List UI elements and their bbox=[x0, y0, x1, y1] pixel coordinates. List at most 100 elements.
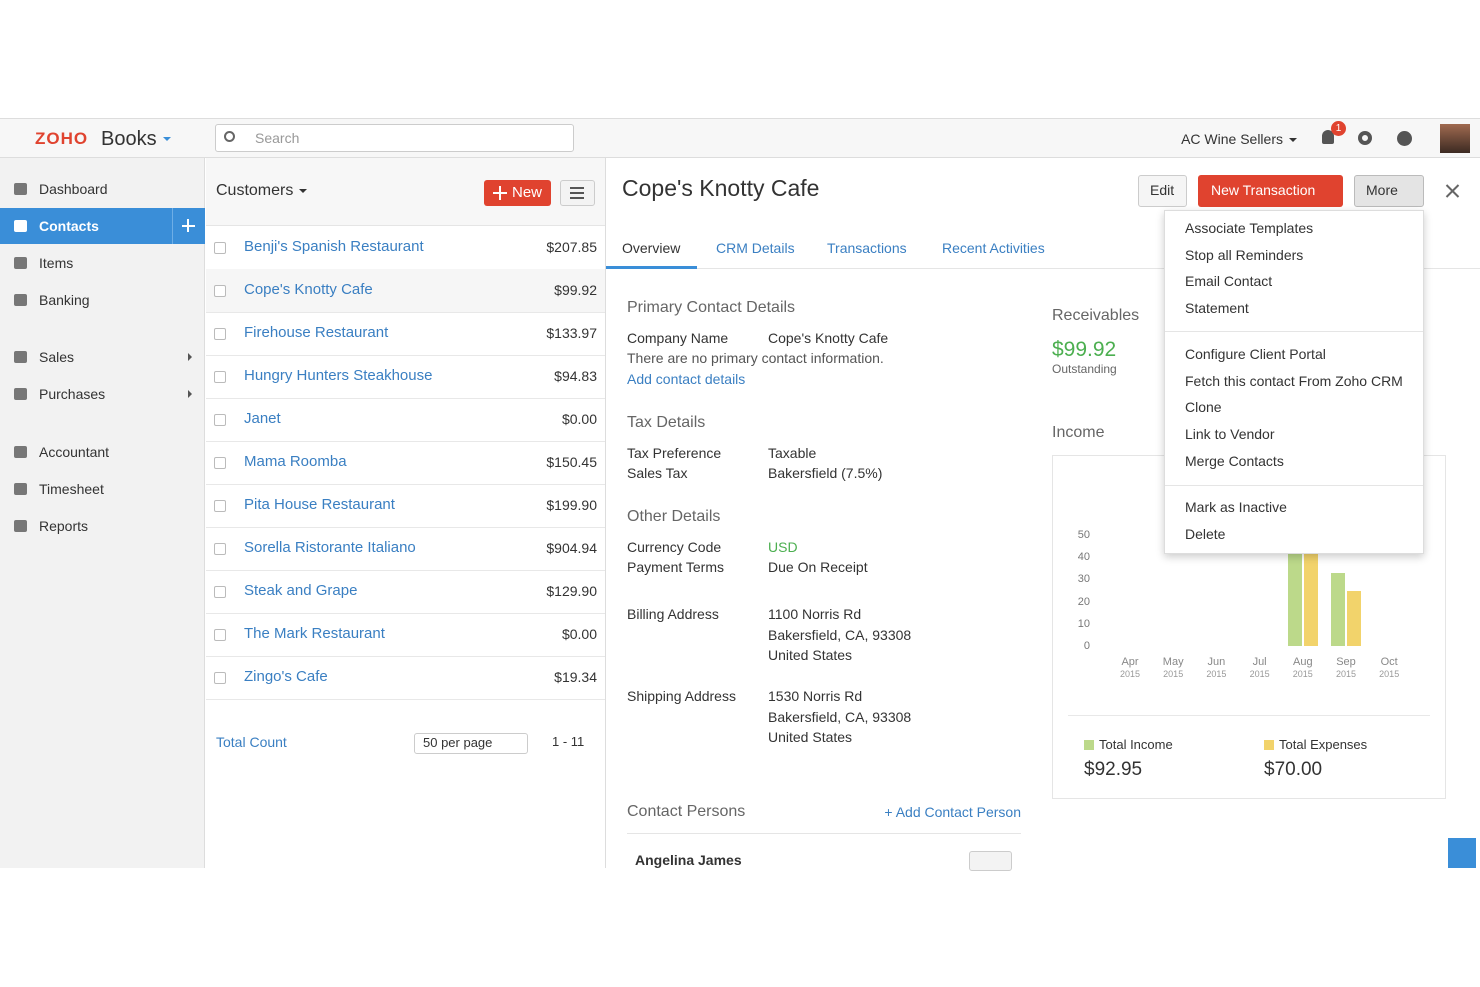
y-tick-label: 0 bbox=[1083, 640, 1090, 652]
per-page-select[interactable] bbox=[414, 733, 528, 754]
field-label: Currency Code bbox=[627, 539, 722, 555]
total-count[interactable]: Total Count bbox=[216, 734, 287, 750]
menu-item[interactable]: Statement bbox=[1185, 300, 1249, 316]
edit-button[interactable] bbox=[1138, 175, 1187, 207]
menu-item[interactable]: Merge Contacts bbox=[1185, 453, 1284, 469]
checkbox[interactable] bbox=[214, 371, 226, 383]
customer-name[interactable]: Cope's Knotty Cafe bbox=[244, 281, 373, 298]
sidebar-item[interactable]: Timesheet bbox=[39, 481, 104, 497]
app-caret bbox=[163, 137, 171, 145]
legend-border bbox=[1068, 715, 1430, 716]
sidebar-item[interactable]: Items bbox=[39, 255, 74, 271]
menu-item[interactable]: Associate Templates bbox=[1185, 220, 1314, 236]
tab[interactable]: CRM Details bbox=[716, 240, 795, 256]
menu-item[interactable]: Link to Vendor bbox=[1185, 426, 1275, 442]
more-menu bbox=[1164, 210, 1424, 554]
sidebar-item[interactable]: Dashboard bbox=[39, 181, 108, 197]
field-label: Sales Tax bbox=[627, 465, 688, 481]
sidebar-icon bbox=[14, 351, 27, 363]
org-name[interactable]: AC Wine Sellers bbox=[1181, 131, 1283, 147]
field-label: Company Name bbox=[627, 330, 729, 346]
detail-title: Cope's Knotty Cafe bbox=[622, 175, 820, 201]
sidebar-icon bbox=[14, 520, 27, 532]
sidebar-icon bbox=[14, 220, 27, 232]
customer-name[interactable]: Firehouse Restaurant bbox=[244, 324, 389, 341]
checkbox[interactable] bbox=[214, 285, 226, 297]
new-transaction-button[interactable] bbox=[1198, 175, 1343, 207]
list-title[interactable]: Customers bbox=[216, 182, 294, 199]
section-heading: Other Details bbox=[627, 508, 721, 525]
search-icon: Search bbox=[255, 130, 300, 146]
menu-item[interactable]: Configure Client Portal bbox=[1185, 346, 1326, 362]
menu-item[interactable]: Delete bbox=[1185, 526, 1226, 542]
sidebar-icon bbox=[14, 183, 27, 195]
add-contact-details[interactable]: Add contact details bbox=[627, 371, 746, 387]
checkbox[interactable] bbox=[214, 242, 226, 254]
search-box[interactable] bbox=[215, 124, 574, 152]
tab[interactable]: Recent Activities bbox=[942, 240, 1045, 256]
customer-name[interactable]: Steak and Grape bbox=[244, 582, 358, 599]
checkbox[interactable] bbox=[214, 672, 226, 684]
receivables-note: Outstanding bbox=[1052, 362, 1117, 376]
tabs-border bbox=[606, 268, 1480, 269]
feedback-icon[interactable] bbox=[1448, 838, 1476, 868]
logo: ZOHO bbox=[35, 129, 89, 148]
sidebar-item[interactable]: Accountant bbox=[39, 444, 110, 460]
checkbox[interactable] bbox=[214, 586, 226, 598]
sidebar-item[interactable]: Reports bbox=[39, 518, 89, 534]
sidebar-icon bbox=[14, 388, 27, 400]
sidebar-icon bbox=[14, 257, 27, 269]
customer-name[interactable]: Hungry Hunters Steakhouse bbox=[244, 367, 433, 384]
new-transaction-label: New Transaction bbox=[1211, 182, 1316, 198]
customer-name[interactable]: Benji's Spanish Restaurant bbox=[244, 238, 424, 255]
menu-item[interactable]: Email Contact bbox=[1185, 273, 1273, 289]
sidebar-item[interactable]: Contacts bbox=[39, 218, 99, 234]
tab[interactable]: Transactions bbox=[827, 240, 907, 256]
menu-divider bbox=[1165, 331, 1423, 332]
add-contact-person[interactable]: + Add Contact Person bbox=[884, 804, 1021, 820]
x-tick-month: Jun bbox=[1207, 656, 1226, 668]
x-tick-month: Sep bbox=[1336, 656, 1356, 668]
customer-name[interactable]: Zingo's Cafe bbox=[244, 668, 328, 685]
customer-amount: $19.34 bbox=[554, 669, 597, 685]
edit-label: Edit bbox=[1150, 182, 1175, 198]
x-tick-year: 2015 bbox=[1249, 669, 1270, 679]
more-button[interactable] bbox=[1354, 175, 1424, 207]
contact-plus-v bbox=[187, 219, 189, 232]
checkbox[interactable] bbox=[214, 500, 226, 512]
customer-name[interactable]: The Mark Restaurant bbox=[244, 625, 385, 642]
checkbox[interactable] bbox=[214, 328, 226, 340]
menu-item[interactable]: Clone bbox=[1185, 399, 1222, 415]
customer-name[interactable]: Pita House Restaurant bbox=[244, 496, 395, 513]
row-border bbox=[206, 527, 605, 528]
tab[interactable]: Overview bbox=[622, 240, 681, 256]
customer-amount: $904.94 bbox=[546, 540, 597, 556]
customer-name[interactable]: Sorella Ristorante Italiano bbox=[244, 539, 416, 556]
customer-name[interactable]: Mama Roomba bbox=[244, 453, 347, 470]
gear[interactable] bbox=[1358, 131, 1372, 145]
checkbox[interactable] bbox=[214, 414, 226, 426]
bar bbox=[1347, 590, 1361, 646]
more-label: More bbox=[1366, 182, 1398, 198]
bell[interactable] bbox=[1322, 130, 1334, 144]
menu-item[interactable]: Fetch this contact From Zoho CRM bbox=[1185, 373, 1403, 389]
menu-item[interactable]: Stop all Reminders bbox=[1185, 247, 1304, 263]
sidebar-item[interactable]: Purchases bbox=[39, 386, 106, 402]
checkbox[interactable] bbox=[214, 543, 226, 555]
menu-item[interactable]: Mark as Inactive bbox=[1185, 499, 1287, 515]
contact-gear[interactable] bbox=[969, 851, 1012, 871]
address-line: United States bbox=[768, 729, 853, 745]
address-label: Shipping Address bbox=[627, 688, 736, 704]
section-heading: Tax Details bbox=[627, 414, 706, 431]
row-border bbox=[206, 570, 605, 571]
sidebar-item[interactable]: Sales bbox=[39, 349, 75, 365]
avatar[interactable] bbox=[1440, 124, 1470, 153]
sidebar-item[interactable]: Banking bbox=[39, 292, 90, 308]
customer-amount: $94.83 bbox=[554, 368, 597, 384]
checkbox[interactable] bbox=[214, 629, 226, 641]
customer-name[interactable]: Janet bbox=[244, 410, 281, 427]
menu-divider bbox=[1165, 485, 1423, 486]
checkbox[interactable] bbox=[214, 457, 226, 469]
help[interactable] bbox=[1397, 131, 1412, 146]
